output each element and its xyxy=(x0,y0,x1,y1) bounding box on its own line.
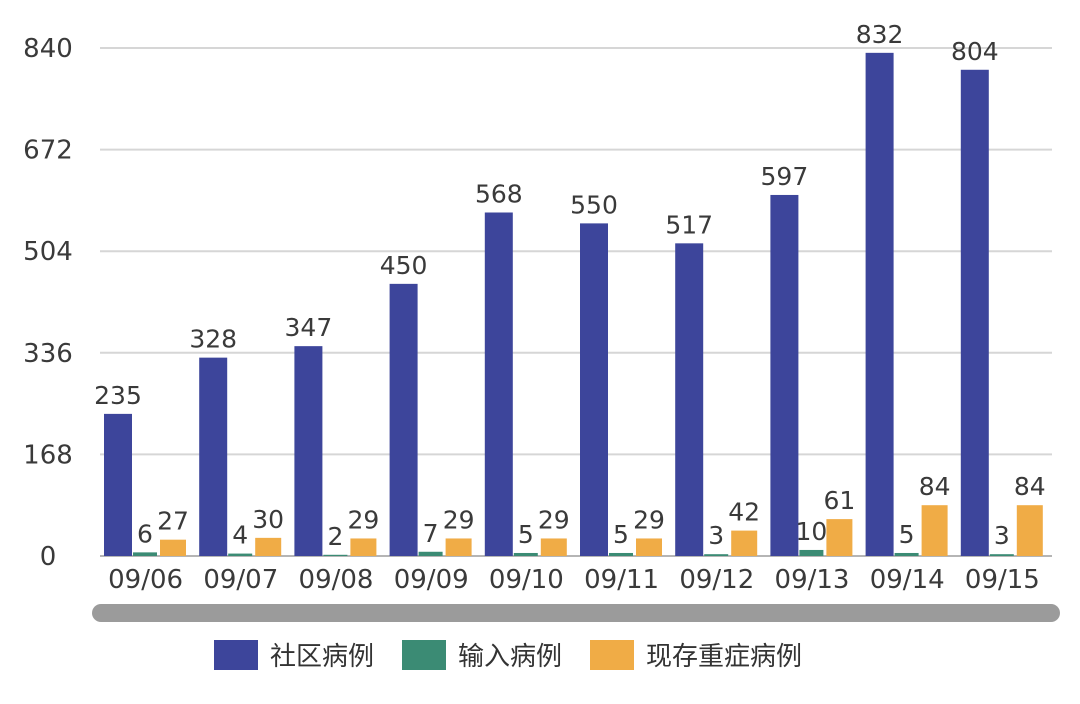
bar[interactable] xyxy=(609,552,633,556)
data-label: 84 xyxy=(919,472,951,501)
x-tick-label: 09/14 xyxy=(870,565,945,595)
bar[interactable] xyxy=(704,554,729,556)
bar[interactable] xyxy=(960,69,989,557)
bar[interactable] xyxy=(826,519,853,556)
gridlines xyxy=(100,47,1052,557)
bar[interactable] xyxy=(445,538,472,556)
data-label: 29 xyxy=(633,505,665,534)
legend: 社区病例 输入病例 现存重症病例 xyxy=(214,636,830,673)
data-label: 832 xyxy=(856,20,904,49)
data-label: 6 xyxy=(137,519,153,548)
bar[interactable] xyxy=(513,552,538,556)
data-label: 328 xyxy=(189,325,237,354)
bar-marks xyxy=(104,52,1043,557)
bar[interactable] xyxy=(389,283,418,556)
x-tick-label: 09/11 xyxy=(584,565,659,595)
data-label: 517 xyxy=(665,210,713,239)
data-label: 29 xyxy=(347,505,379,534)
bar[interactable] xyxy=(731,530,758,556)
legend-label-community: 社区病例 xyxy=(270,642,375,672)
data-label: 804 xyxy=(951,37,999,66)
bar[interactable] xyxy=(894,552,919,556)
bar[interactable] xyxy=(799,549,824,556)
bar[interactable] xyxy=(580,223,608,556)
data-label: 235 xyxy=(94,381,142,410)
legend-label-severe: 现存重症病例 xyxy=(646,642,803,672)
x-tick-label: 09/06 xyxy=(108,565,183,595)
data-label: 347 xyxy=(285,313,333,342)
x-tick-label: 09/08 xyxy=(299,565,374,595)
bar[interactable] xyxy=(133,552,157,556)
y-tick-label: 672 xyxy=(23,136,73,166)
data-label: 5 xyxy=(518,520,534,549)
bar[interactable] xyxy=(989,554,1014,556)
bar[interactable] xyxy=(199,357,228,556)
x-tick-label: 09/10 xyxy=(489,565,564,595)
legend-label-imported: 输入病例 xyxy=(458,642,563,672)
legend-item-imported[interactable]: 输入病例 xyxy=(402,636,562,673)
bar[interactable] xyxy=(484,212,513,556)
bar[interactable] xyxy=(104,413,132,556)
data-label: 5 xyxy=(613,520,629,549)
data-label: 10 xyxy=(795,517,827,546)
data-label: 568 xyxy=(475,179,523,208)
y-tick-label: 336 xyxy=(23,339,73,369)
data-label: 597 xyxy=(761,162,809,191)
data-label: 84 xyxy=(1014,472,1046,501)
data-label: 61 xyxy=(823,486,855,515)
data-label: 27 xyxy=(157,507,189,536)
data-label: 3 xyxy=(994,521,1010,550)
data-label: 550 xyxy=(570,190,618,219)
legend-swatch-imported xyxy=(402,639,447,670)
x-tick-label: 09/13 xyxy=(775,565,850,595)
data-label: 5 xyxy=(899,520,915,549)
bar[interactable] xyxy=(865,52,894,556)
data-label: 4 xyxy=(232,521,248,550)
bar[interactable] xyxy=(160,539,186,556)
bar[interactable] xyxy=(255,537,282,556)
data-label: 7 xyxy=(423,519,439,548)
x-tick-label: 09/07 xyxy=(203,565,278,595)
bar[interactable] xyxy=(636,538,662,556)
data-label: 30 xyxy=(252,505,284,534)
bar[interactable] xyxy=(350,538,377,556)
bar[interactable] xyxy=(294,346,323,556)
y-axis-ticks: 0 168 336 504 672 840 xyxy=(23,34,73,572)
x-tick-label: 09/12 xyxy=(679,565,754,595)
legend-item-severe[interactable]: 现存重症病例 xyxy=(590,636,802,673)
y-tick-label: 168 xyxy=(23,440,73,470)
bar[interactable] xyxy=(675,243,704,557)
y-tick-label: 840 xyxy=(23,34,73,64)
data-label: 29 xyxy=(443,505,475,534)
y-tick-label: 0 xyxy=(40,542,57,572)
y-tick-label: 504 xyxy=(23,237,73,267)
horizontal-scrollbar[interactable] xyxy=(92,604,1060,622)
data-label: 450 xyxy=(380,251,428,280)
x-tick-label: 09/09 xyxy=(394,565,469,595)
bar[interactable] xyxy=(228,553,253,556)
legend-swatch-severe xyxy=(590,639,635,670)
data-label: 29 xyxy=(538,505,570,534)
bar[interactable] xyxy=(418,551,443,556)
bar[interactable] xyxy=(323,554,348,556)
x-axis-ticks: 09/06 09/07 09/08 09/09 09/10 09/11 09/12 09/13… xyxy=(108,565,1040,595)
x-tick-label: 09/15 xyxy=(965,565,1040,595)
data-label: 2 xyxy=(327,522,343,551)
legend-swatch-community xyxy=(214,639,258,670)
bar[interactable] xyxy=(921,505,948,556)
bar[interactable] xyxy=(540,538,567,556)
legend-item-community[interactable]: 社区病例 xyxy=(214,636,374,673)
bar[interactable] xyxy=(1016,505,1043,556)
data-label: 3 xyxy=(708,521,724,550)
data-label: 42 xyxy=(728,498,760,527)
bar[interactable] xyxy=(770,194,799,556)
